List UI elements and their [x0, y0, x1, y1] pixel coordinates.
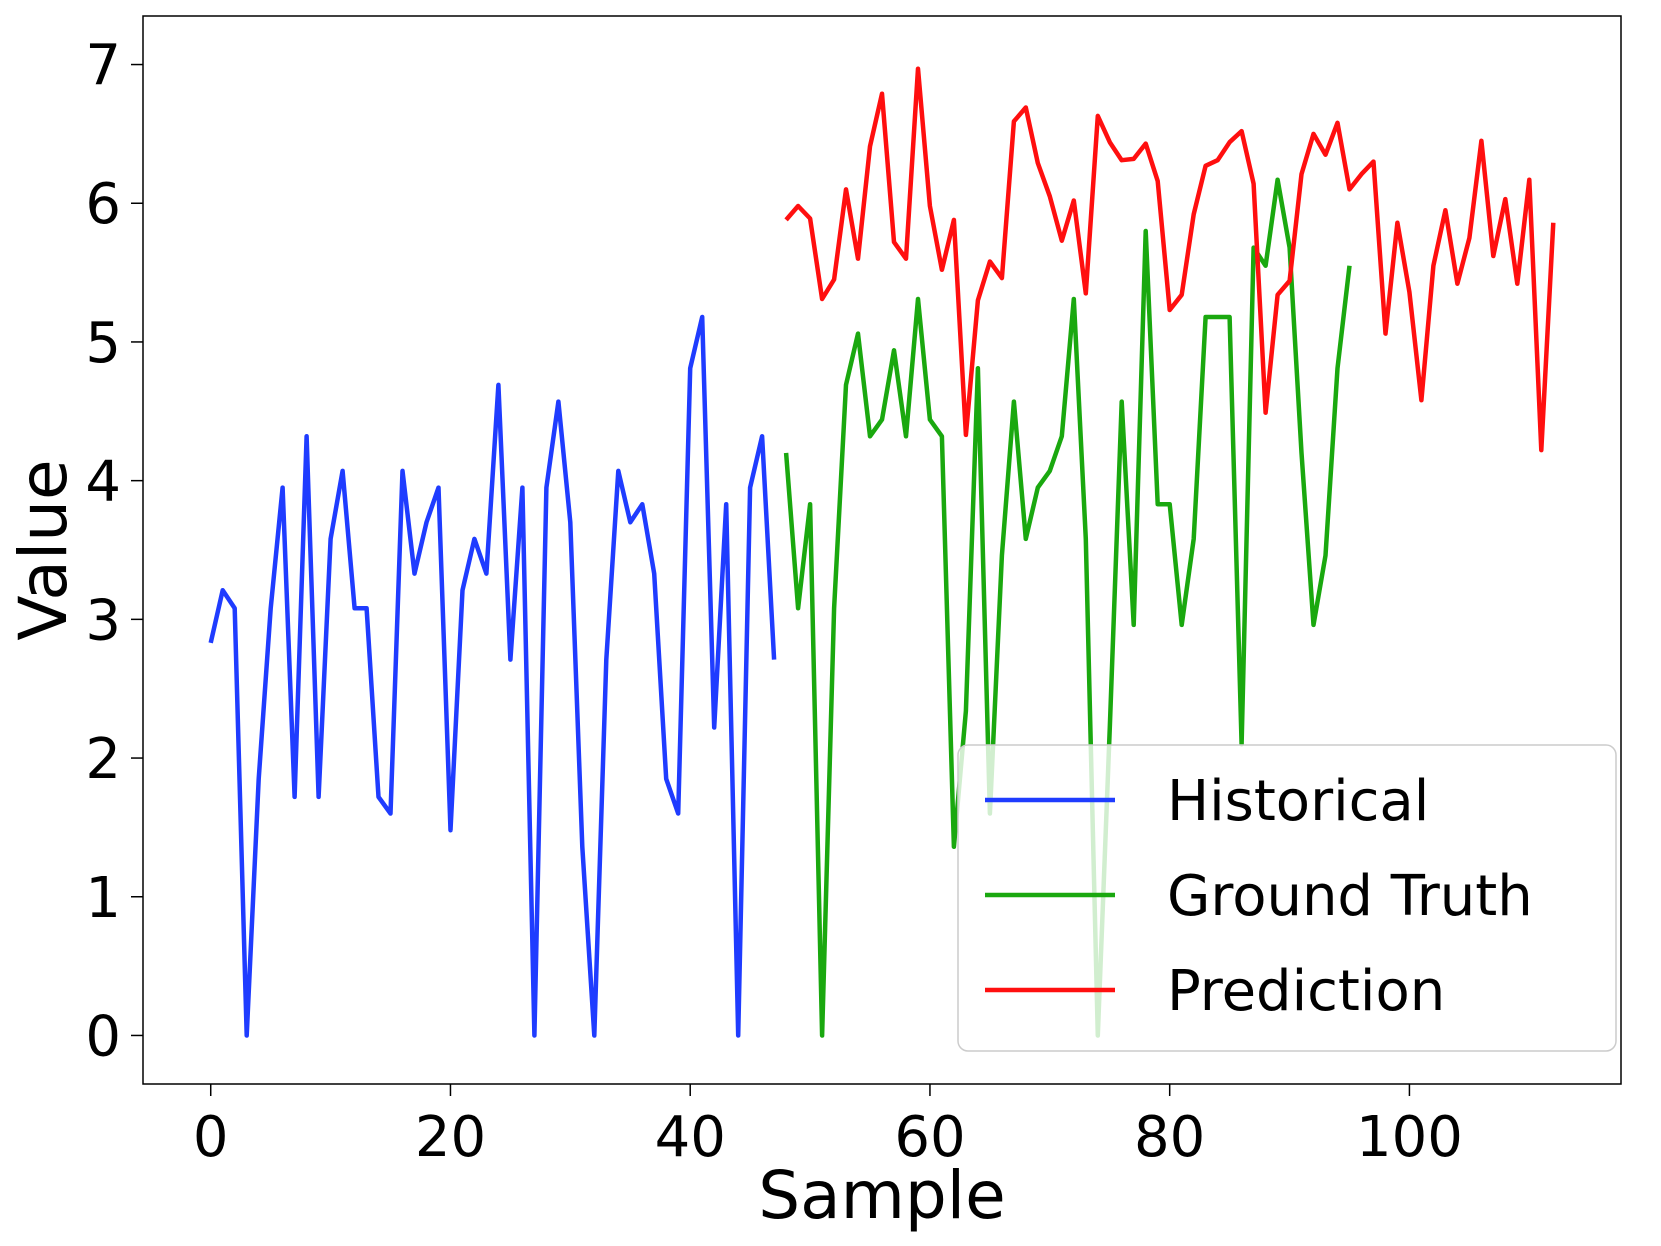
plot-series: [208, 66, 1556, 1038]
y-tick-label: 1: [85, 866, 121, 931]
y-axis-label: Value: [5, 459, 82, 640]
y-tick-label: 3: [85, 588, 121, 653]
x-axis: 0 20 40 60 80 100: [193, 1084, 1463, 1170]
series-line-prediction: [784, 66, 1556, 453]
x-tick-label: 0: [193, 1105, 229, 1170]
x-tick-label: 20: [415, 1105, 486, 1170]
x-tick-label: 100: [1356, 1105, 1463, 1170]
legend-label: Prediction: [1167, 959, 1445, 1024]
y-tick-label: 2: [85, 727, 121, 792]
x-axis-label: Sample: [758, 1157, 1005, 1234]
legend-box: [957, 744, 1617, 1052]
y-tick-label: 4: [85, 450, 121, 515]
x-tick-label: 80: [1134, 1105, 1205, 1170]
y-tick-label: 6: [85, 172, 121, 237]
series-line-historical: [208, 314, 777, 1038]
y-tick-label: 0: [85, 1004, 121, 1069]
y-tick-label: 5: [85, 311, 121, 376]
plot-frame: [142, 15, 1622, 1085]
x-tick-label: 60: [894, 1105, 965, 1170]
legend: Historical Ground Truth Prediction: [957, 744, 1617, 1052]
x-tick-label: 40: [655, 1105, 726, 1170]
legend-label: Historical: [1167, 769, 1429, 834]
legend-label: Ground Truth: [1167, 864, 1533, 929]
y-tick-label: 7: [85, 34, 121, 99]
y-axis: 0 1 2 3 4 5 6 7: [85, 34, 143, 1069]
